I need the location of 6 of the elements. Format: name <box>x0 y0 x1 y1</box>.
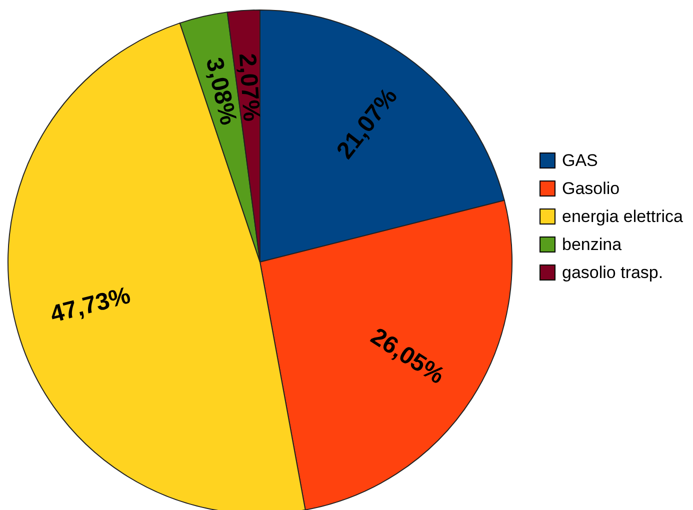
legend-label: gasolio trasp. <box>562 263 664 282</box>
legend-label: benzina <box>562 235 622 254</box>
legend-label: Gasolio <box>562 179 620 198</box>
legend-label: energia elettrica <box>562 207 684 226</box>
data-label: 47,73% <box>48 282 134 328</box>
legend-label: GAS <box>562 151 598 170</box>
